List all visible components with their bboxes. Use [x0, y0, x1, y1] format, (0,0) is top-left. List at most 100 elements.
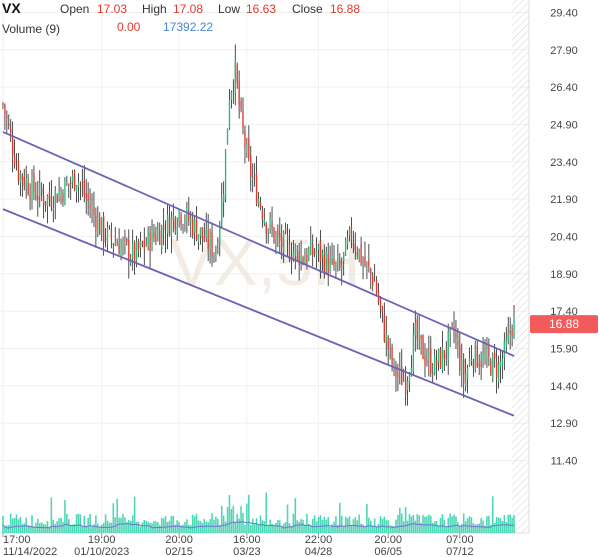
volume-bar — [228, 495, 231, 533]
volume-bar — [129, 520, 132, 533]
volume-bar — [234, 521, 237, 533]
high-value: 17.08 — [173, 2, 204, 16]
volume-bar — [137, 521, 140, 533]
volume-bar — [468, 516, 471, 533]
volume-bar — [292, 513, 295, 533]
trendlines[interactable] — [2, 131, 515, 417]
candle-body — [151, 228, 153, 251]
candle-body — [102, 215, 105, 243]
candle-body — [271, 222, 273, 228]
volume-bar — [69, 525, 72, 533]
volume-bar — [58, 518, 60, 533]
volume-bar — [371, 525, 374, 533]
volume-bar — [145, 520, 147, 533]
candle-body — [273, 228, 275, 242]
candle-body — [75, 185, 78, 193]
candle-body — [184, 222, 186, 223]
candle-body — [370, 269, 372, 275]
volume-bar — [269, 519, 271, 533]
candle-body — [300, 253, 302, 265]
candle-body — [317, 245, 320, 250]
volume-bar — [389, 525, 391, 533]
volume-bar — [60, 517, 62, 533]
candle-body — [404, 379, 407, 395]
volume-bar — [124, 517, 126, 533]
volume-bar — [491, 496, 494, 533]
volume-bar — [383, 516, 386, 533]
volume-bar — [27, 525, 29, 533]
volume-bar — [164, 515, 167, 533]
candle-body — [209, 235, 211, 250]
volume-bar — [362, 524, 364, 533]
candle-body — [344, 239, 347, 256]
y-tick-label: 29.40 — [550, 7, 578, 19]
candle-body — [141, 242, 144, 245]
candle-body — [284, 227, 287, 234]
volume-bar — [460, 524, 463, 533]
candle-body — [366, 262, 368, 264]
candle-body — [472, 361, 475, 368]
volume-bar — [505, 522, 508, 533]
y-tick-label: 21.90 — [550, 194, 578, 206]
volume-bar — [470, 517, 473, 533]
volume-bar — [75, 514, 78, 533]
volume-bar — [97, 523, 99, 533]
volume-bar — [104, 514, 107, 533]
candle-body — [87, 193, 89, 202]
candle-body — [375, 280, 378, 294]
candle-body — [66, 182, 68, 185]
volume-bar — [149, 523, 151, 533]
volume-bar — [240, 506, 242, 533]
candle-body — [203, 236, 205, 241]
candle-body — [168, 216, 171, 236]
candle-body — [327, 253, 329, 274]
y-tick-label: 20.40 — [550, 232, 578, 244]
x-time-label: 17:00 — [3, 534, 31, 546]
candle-body — [244, 130, 246, 148]
x-time-label: 19:00 — [88, 534, 116, 546]
candle-body — [509, 330, 511, 334]
volume-bar — [348, 516, 351, 533]
candle-body — [37, 195, 39, 200]
candle-body — [259, 200, 262, 208]
candle-body — [484, 356, 486, 358]
candle-body — [373, 280, 376, 282]
volume-bar — [296, 520, 298, 533]
candle-body — [147, 230, 149, 247]
volume-bar — [435, 520, 438, 533]
candle-body — [406, 380, 409, 390]
volume-bar — [248, 494, 250, 533]
candle-body — [15, 164, 18, 166]
candle-body — [507, 332, 509, 341]
trendline-upper — [2, 131, 515, 357]
volume-bar — [352, 519, 355, 533]
candle-body — [416, 319, 418, 340]
candle-body — [486, 349, 488, 359]
candle-body — [325, 251, 327, 273]
volume-bar — [122, 513, 124, 533]
volume-bar — [199, 521, 202, 533]
candle-body — [161, 226, 163, 249]
volume-bar — [4, 526, 6, 533]
candle-body — [352, 244, 355, 246]
candle-body — [253, 175, 256, 177]
volume-bar — [335, 516, 337, 533]
candle-body — [265, 223, 267, 234]
candle-body — [433, 355, 436, 374]
candle-body — [21, 174, 24, 181]
volume-bar — [180, 525, 182, 533]
candle-body — [331, 256, 333, 258]
volume-bar — [91, 526, 93, 533]
candle-body — [211, 232, 213, 257]
volume-bar — [201, 522, 204, 533]
volume-bar — [176, 520, 178, 533]
candle-body — [315, 251, 318, 255]
candle-body — [389, 344, 391, 346]
candle-body — [192, 219, 194, 235]
volume-bar — [42, 524, 45, 533]
candle-body — [23, 176, 25, 187]
candle-body — [213, 253, 215, 256]
volume-bar — [451, 516, 453, 533]
volume-bar — [428, 514, 430, 533]
